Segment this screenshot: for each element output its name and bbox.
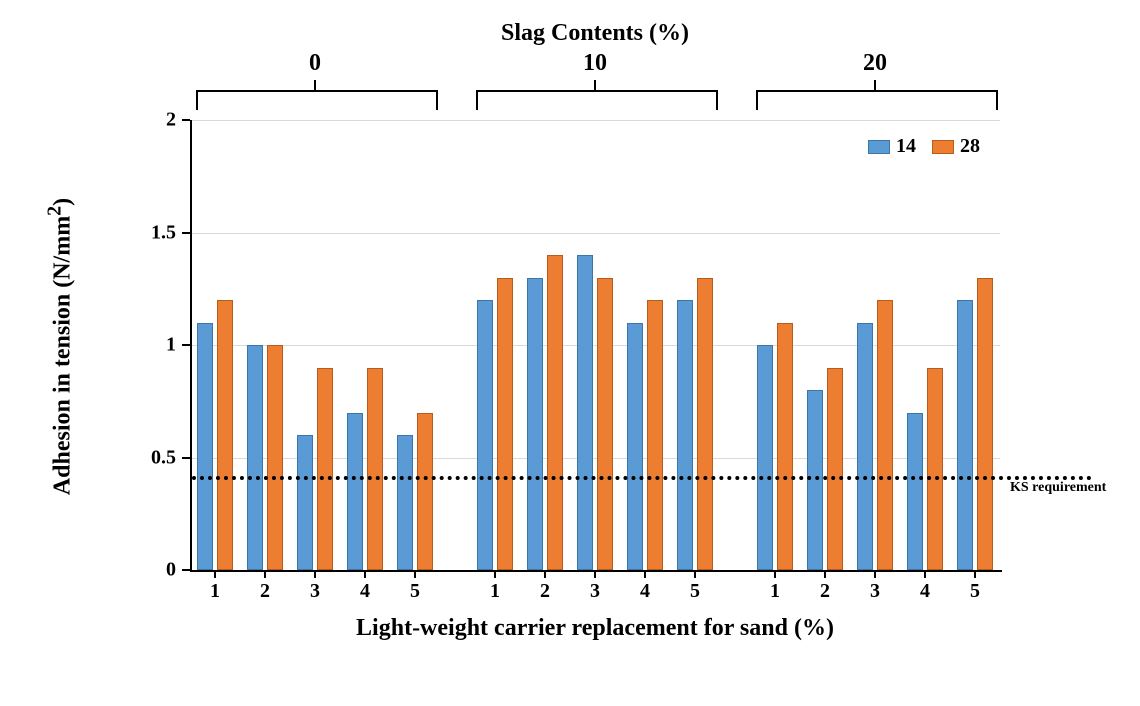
bar-28: [927, 368, 943, 571]
top-title: Slag Contents (%): [190, 20, 1000, 47]
x-tick-label: 1: [210, 580, 220, 603]
x-tick-label: 1: [490, 580, 500, 603]
y-tick-mark: [182, 344, 190, 346]
bar-14: [397, 435, 413, 570]
x-tick-label: 5: [410, 580, 420, 603]
bar-14: [957, 300, 973, 570]
x-tick-label: 3: [870, 580, 880, 603]
group-label: 20: [863, 50, 887, 77]
x-tick-label: 4: [640, 580, 650, 603]
x-tick-mark: [874, 570, 876, 578]
legend-swatch: [868, 140, 890, 154]
ks-requirement-label: KS requirement: [1010, 480, 1106, 496]
y-tick-mark: [182, 119, 190, 121]
legend-swatch: [932, 140, 954, 154]
bar-28: [267, 345, 283, 570]
x-tick-label: 5: [690, 580, 700, 603]
bar-28: [777, 323, 793, 571]
bar-28: [547, 255, 563, 570]
y-tick-label: 1: [0, 334, 176, 357]
x-tick-label: 2: [540, 580, 550, 603]
x-tick-mark: [364, 570, 366, 578]
x-tick-mark: [214, 570, 216, 578]
x-tick-mark: [264, 570, 266, 578]
x-tick-mark: [414, 570, 416, 578]
bar-14: [347, 413, 363, 571]
bar-14: [527, 278, 543, 571]
bar-14: [577, 255, 593, 570]
x-tick-label: 2: [820, 580, 830, 603]
group-label: 10: [583, 50, 607, 77]
legend-text: 14: [896, 135, 916, 158]
bar-14: [807, 390, 823, 570]
x-tick-mark: [644, 570, 646, 578]
x-tick-label: 5: [970, 580, 980, 603]
bar-28: [417, 413, 433, 571]
bar-14: [677, 300, 693, 570]
x-tick-label: 2: [260, 580, 270, 603]
bar-28: [317, 368, 333, 571]
bar-28: [217, 300, 233, 570]
bar-28: [977, 278, 993, 571]
bar-28: [367, 368, 383, 571]
group-bracket-stem: [314, 80, 316, 90]
y-axis-label: Adhesion in tension (N/mm2): [44, 122, 77, 572]
x-tick-mark: [494, 570, 496, 578]
legend-text: 28: [960, 135, 980, 158]
x-tick-mark: [594, 570, 596, 578]
y-tick-label: 1.5: [0, 221, 176, 244]
y-tick-mark: [182, 569, 190, 571]
bar-14: [627, 323, 643, 571]
group-bracket-stem: [874, 80, 876, 90]
y-tick-label: 2: [0, 109, 176, 132]
bar-14: [197, 323, 213, 571]
y-tick-label: 0.5: [0, 446, 176, 469]
x-tick-mark: [544, 570, 546, 578]
x-tick-mark: [974, 570, 976, 578]
x-tick-label: 4: [360, 580, 370, 603]
legend-item: 14: [868, 135, 916, 158]
bar-28: [647, 300, 663, 570]
bar-14: [477, 300, 493, 570]
bar-28: [597, 278, 613, 571]
bar-28: [497, 278, 513, 571]
bar-14: [857, 323, 873, 571]
x-tick-mark: [694, 570, 696, 578]
x-tick-label: 1: [770, 580, 780, 603]
bar-14: [297, 435, 313, 570]
group-bracket: [756, 90, 998, 110]
legend-item: 28: [932, 135, 980, 158]
ks-requirement-line: [192, 476, 1092, 480]
chart-container: 00.511.52Adhesion in tension (N/mm2)Slag…: [0, 0, 1140, 706]
gridline: [192, 120, 1000, 121]
x-tick-mark: [824, 570, 826, 578]
bar-28: [877, 300, 893, 570]
legend: 14 28: [868, 135, 980, 158]
x-tick-label: 3: [310, 580, 320, 603]
x-tick-label: 3: [590, 580, 600, 603]
x-tick-mark: [314, 570, 316, 578]
x-tick-mark: [774, 570, 776, 578]
bar-14: [247, 345, 263, 570]
x-tick-mark: [924, 570, 926, 578]
gridline: [192, 233, 1000, 234]
bar-28: [827, 368, 843, 571]
y-tick-label: 0: [0, 559, 176, 582]
x-axis-label: Light-weight carrier replacement for san…: [190, 615, 1000, 642]
bar-28: [697, 278, 713, 571]
bar-14: [757, 345, 773, 570]
group-label: 0: [309, 50, 321, 77]
group-bracket: [196, 90, 438, 110]
group-bracket: [476, 90, 718, 110]
y-tick-mark: [182, 457, 190, 459]
y-tick-mark: [182, 232, 190, 234]
bar-14: [907, 413, 923, 571]
group-bracket-stem: [594, 80, 596, 90]
x-tick-label: 4: [920, 580, 930, 603]
